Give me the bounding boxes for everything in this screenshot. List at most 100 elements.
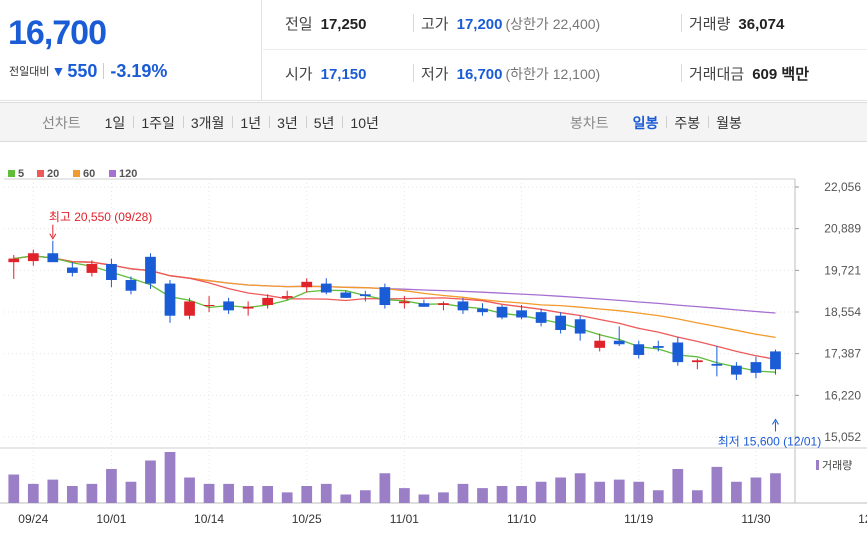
- legend-swatch: [109, 170, 116, 177]
- period-5y[interactable]: 5년: [305, 113, 343, 133]
- volume-bar: [281, 492, 293, 503]
- legend-label: 5: [18, 168, 24, 180]
- y-tick-label: 15,052: [824, 430, 861, 444]
- candle-body: [418, 303, 430, 307]
- divider: [681, 14, 682, 32]
- high-label: 고가: [421, 16, 449, 33]
- y-tick-label: 16,220: [824, 388, 861, 402]
- x-tick-label: 11/01: [390, 512, 419, 526]
- y-tick-label: 22,056: [824, 180, 861, 194]
- y-tick-label: 17,387: [824, 347, 861, 361]
- candle-body: [594, 340, 606, 348]
- legend-swatch: [8, 170, 15, 177]
- volume-bar: [242, 486, 254, 503]
- candle-body: [203, 305, 215, 307]
- volume-bar: [203, 483, 215, 503]
- volume-bar: [731, 481, 742, 503]
- volume-legend-label: 거래량: [822, 459, 852, 472]
- volume-bar: [594, 481, 606, 503]
- quote-stats: 전일 17,250 고가 17,200 (상한가 22,400) 거래량 36,…: [263, 0, 867, 101]
- legend-label: 60: [83, 168, 95, 180]
- candle-body: [320, 283, 332, 293]
- volume-bar: [652, 490, 664, 503]
- volume-bar: [496, 486, 508, 503]
- open-value: 17,150: [320, 66, 367, 83]
- volume-bar: [418, 494, 430, 503]
- candle-weekly[interactable]: 주봉: [666, 113, 708, 133]
- period-3y[interactable]: 3년: [269, 113, 306, 133]
- candle-body: [672, 342, 684, 363]
- volume-bar: [399, 488, 410, 503]
- stats-row-1: 전일 17,250 고가 17,200 (상한가 22,400) 거래량 36,…: [263, 0, 867, 50]
- candle-body: [86, 263, 98, 273]
- open-label: 시가: [285, 66, 313, 83]
- prev-close-label: 전일: [285, 16, 313, 33]
- volume-bar: [535, 481, 547, 503]
- volume-bar: [86, 483, 98, 503]
- volume-legend-swatch: [816, 460, 819, 470]
- x-tick-label: 09/24: [18, 512, 48, 526]
- divider: [413, 64, 414, 82]
- candle-body: [711, 363, 723, 366]
- volume-bar: [27, 483, 39, 503]
- volume-bar: [262, 486, 274, 503]
- candle-daily[interactable]: 일봉: [632, 115, 659, 131]
- price-chart: 22,056 20,889 19,721 18,554 17,387 16,220 15,0…: [0, 160, 867, 543]
- annotation-low-arrowhead: [772, 418, 779, 425]
- period-3m[interactable]: 3개월: [182, 113, 233, 133]
- upper-limit: (상한가 22,400): [505, 16, 601, 32]
- volume-bar: [477, 488, 488, 503]
- prev-close-value: 17,250: [320, 16, 367, 33]
- period-1d[interactable]: 1일: [104, 115, 126, 131]
- y-tick-label: 20,889: [824, 222, 861, 236]
- legend-label: 120: [119, 168, 137, 180]
- stat-prev-close: 전일 17,250: [285, 13, 367, 34]
- volume-bar: [164, 452, 176, 503]
- quote-header: 16,700 전일대비 ▼ 550 -3.19% 전일 17,250 고가 17…: [0, 0, 867, 101]
- volume-bar: [359, 490, 371, 503]
- candle-chart-periods: 봉차트 일봉 주봉 월봉: [570, 113, 750, 133]
- divider: [681, 64, 682, 82]
- trade-value-label: 거래대금: [689, 66, 745, 83]
- volume-bar: [47, 479, 59, 503]
- annotation-high-arrowhead: [49, 233, 57, 240]
- change-label: 전일대비: [9, 66, 50, 78]
- x-tick-label: 11/30: [741, 512, 770, 526]
- candle-body: [145, 256, 156, 284]
- candle-body: [691, 360, 703, 363]
- volume-bar: [438, 492, 449, 503]
- current-price: 16,700: [8, 14, 107, 52]
- x-tick-label: 10/14: [194, 512, 224, 526]
- x-tick-label: 10/01: [96, 512, 126, 526]
- x-tick-label: 11/19: [624, 512, 653, 526]
- stats-row-2: 시가 17,150 저가 16,700 (하한가 12,100) 거래대금 60…: [263, 50, 867, 100]
- high-value: 17,200: [456, 16, 503, 33]
- candle-body: [574, 319, 586, 334]
- stat-high: 고가 17,200 (상한가 22,400): [421, 13, 600, 34]
- x-tick-label: 10/25: [292, 512, 322, 526]
- period-1w[interactable]: 1주일: [133, 113, 183, 133]
- candle-body: [438, 303, 449, 306]
- legend-swatch: [73, 170, 80, 177]
- volume-bar: [750, 477, 762, 503]
- change-row: 전일대비 ▼ 550 -3.19%: [9, 61, 167, 81]
- candle-body: [184, 301, 195, 316]
- price-box: 16,700 전일대비 ▼ 550 -3.19%: [0, 0, 262, 101]
- candle-body: [652, 346, 664, 348]
- candle-body: [770, 351, 781, 370]
- candle-monthly[interactable]: 월봉: [708, 113, 750, 133]
- volume-bar: [457, 483, 469, 503]
- candle-chart-title: 봉차트: [570, 115, 609, 131]
- volume-bar: [633, 481, 645, 503]
- period-10y[interactable]: 10년: [342, 113, 386, 133]
- candle-body: [633, 344, 645, 355]
- candle-body: [262, 297, 274, 306]
- volume-bar: [301, 486, 313, 503]
- stat-trade-value: 거래대금 609 백만: [689, 63, 809, 84]
- candle-body: [242, 306, 254, 309]
- volume-label: 거래량: [689, 16, 731, 33]
- candle-body: [750, 362, 762, 373]
- candle-body: [164, 283, 176, 316]
- candle-body: [399, 301, 410, 304]
- period-1y[interactable]: 1년: [232, 113, 269, 133]
